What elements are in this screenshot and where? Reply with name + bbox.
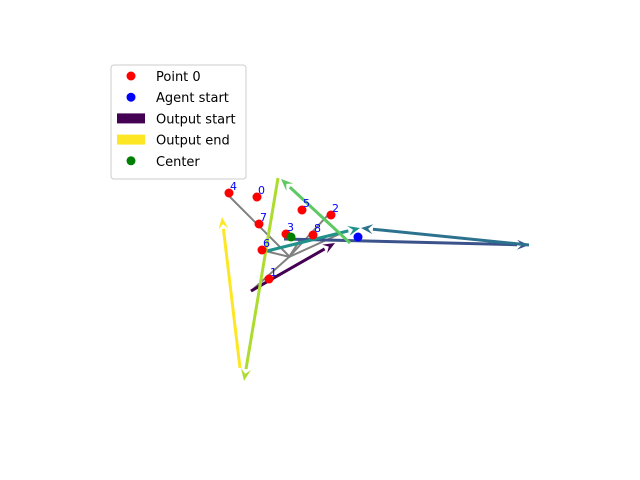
legend-marker-1 (126, 92, 136, 102)
arrow-head-0 (322, 243, 335, 254)
skeleton-segment-1 (250, 256, 290, 292)
keypoint-label-4: 4 (230, 180, 237, 193)
agent-start-marker (353, 232, 363, 242)
legend-patch-3 (117, 134, 145, 145)
keypoints: 0 1 2 3 4 5 6 7 8 (224, 180, 363, 284)
arrow-head-6 (218, 217, 229, 230)
center-marker (286, 232, 296, 242)
legend-label-4: Center (156, 155, 200, 170)
keypoint-1 (264, 274, 274, 284)
skeleton-lines (227, 194, 345, 292)
arrow-head-4 (281, 179, 294, 191)
keypoint-5 (297, 205, 307, 215)
arrow-shaft-3 (266, 229, 349, 253)
keypoint-6 (257, 245, 267, 255)
keypoint-label-3: 3 (287, 221, 294, 234)
keypoint-label-0: 0 (258, 184, 265, 197)
legend-label-2: Output start (156, 112, 236, 127)
legend-marker-4 (126, 156, 136, 166)
skeleton-segment-2 (288, 231, 345, 258)
keypoint-0 (252, 192, 262, 202)
keypoint-4 (224, 188, 234, 198)
keypoint-label-8: 8 (314, 222, 321, 235)
keypoint-label-6: 6 (263, 237, 270, 250)
legend-marker-0 (126, 71, 136, 81)
legend-label-1: Agent start (156, 91, 229, 106)
keypoint-label-1: 1 (270, 266, 277, 279)
keypoint-label-2: 2 (332, 202, 339, 215)
arrow-shaft-1 (283, 237, 518, 247)
keypoint-8 (308, 230, 318, 240)
keypoint-label-7: 7 (260, 211, 267, 224)
arrow-shaft-0 (250, 247, 326, 293)
legend: Point 0 Agent start Output start Output end… (110, 64, 247, 180)
arrow-shaft-6 (221, 228, 242, 369)
skeleton-segment-3 (288, 214, 329, 258)
keypoint-2 (326, 210, 336, 220)
arrow-shaft-2 (372, 227, 530, 247)
output-arrows (218, 177, 530, 381)
legend-frame (110, 64, 247, 180)
arrow-shaft-5 (244, 177, 280, 370)
arrow-head-2 (361, 224, 374, 235)
legend-label-3: Output end (156, 134, 230, 149)
arrow-head-5 (241, 368, 251, 381)
legend-patch-2 (117, 113, 145, 124)
arrow-shaft-4 (288, 186, 352, 245)
legend-label-0: Point 0 (156, 70, 201, 85)
keypoint-label-5: 5 (303, 197, 310, 210)
arrow-head-3 (347, 226, 360, 236)
keypoint-7 (254, 219, 264, 229)
